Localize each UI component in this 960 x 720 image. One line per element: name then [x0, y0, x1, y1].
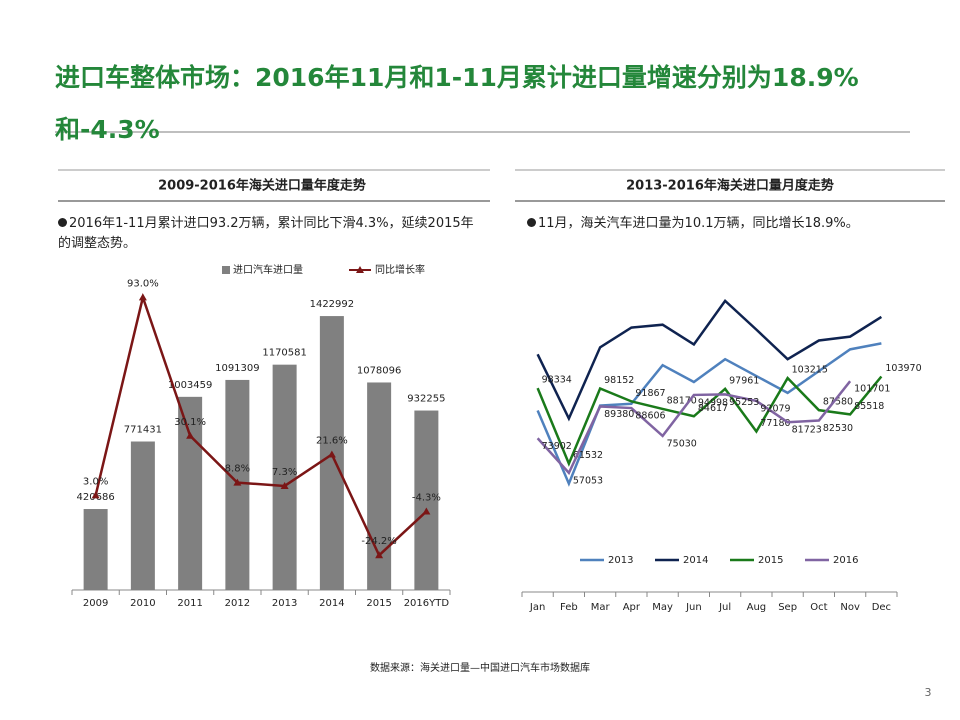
data-label: 30.1% — [174, 417, 206, 428]
data-label: 73902 — [542, 441, 572, 452]
data-label: 88170 — [667, 395, 697, 406]
data-label: 771431 — [124, 424, 162, 435]
bullet: 11月，海关汽车进口量为10.1万辆，同比增长18.9%。 — [527, 214, 937, 234]
data-label: 94998 — [698, 397, 728, 408]
x-tick-label: 2016YTD — [404, 598, 450, 609]
bar — [414, 410, 439, 590]
x-tick-label: Jul — [718, 602, 731, 613]
x-tick-label: 2012 — [225, 598, 250, 609]
data-label: 3.0% — [83, 476, 108, 487]
x-tick-label: 2014 — [319, 598, 344, 609]
line-marker — [280, 481, 289, 489]
data-label: 97961 — [729, 375, 759, 386]
data-label: 8.8% — [225, 464, 250, 475]
data-label: 1078096 — [357, 365, 402, 376]
data-label: 101701 — [854, 384, 890, 395]
x-tick-label: Dec — [872, 602, 891, 613]
data-label: 89380 — [604, 409, 634, 420]
legend-label: 进口汽车进口量 — [233, 263, 303, 276]
data-label: 88606 — [635, 411, 665, 422]
data-label: 103215 — [792, 365, 828, 376]
data-label: 91867 — [635, 388, 665, 399]
data-label: 77180 — [760, 418, 790, 429]
data-label: 7.3% — [272, 467, 297, 478]
x-tick-label: Jan — [529, 602, 545, 613]
x-tick-label: 2010 — [130, 598, 155, 609]
legend-label: 同比增长率 — [375, 263, 425, 276]
series-line — [536, 375, 883, 467]
data-label: 1003459 — [168, 380, 213, 391]
x-tick-label: May — [652, 602, 673, 613]
line-marker — [327, 450, 336, 458]
series-line — [536, 380, 852, 476]
panel-heading: 2009-2016年海关进口量年度走势 — [158, 178, 366, 194]
x-tick-label: Aug — [747, 602, 767, 613]
x-tick-label: Feb — [560, 602, 578, 613]
page-number: 3 — [925, 686, 932, 699]
data-label: 98334 — [542, 375, 572, 386]
data-label: 85518 — [854, 401, 884, 412]
legend-swatch — [356, 266, 364, 273]
data-label: 93.0% — [127, 278, 159, 289]
bar — [83, 509, 108, 590]
x-tick-label: Sep — [778, 602, 797, 613]
source: 数据来源：海关进口量—中国进口汽车市场数据库 — [370, 661, 590, 674]
data-label: 1422992 — [310, 299, 355, 310]
data-label: 103970 — [885, 363, 921, 374]
data-label: 21.6% — [316, 435, 348, 446]
x-tick-label: 2015 — [366, 598, 391, 609]
data-label: 95253 — [729, 397, 759, 408]
panel-heading: 2013-2016年海关进口量月度走势 — [626, 178, 834, 194]
data-label: 81723 — [792, 425, 822, 436]
data-label: 84617 — [698, 403, 728, 414]
data-label: 98152 — [604, 375, 634, 386]
data-label: -4.3% — [412, 492, 441, 503]
data-label: 57053 — [573, 475, 603, 486]
line-marker — [422, 507, 431, 515]
data-label: 87580 — [823, 397, 853, 408]
slide-title: 进口车整体市场：2016年11月和1-11月累计进口量增速分别为18.9%和-4… — [55, 63, 859, 144]
x-tick-label: Mar — [591, 602, 611, 613]
line-marker — [186, 431, 195, 439]
data-label: 1091309 — [215, 363, 260, 374]
x-tick-label: Oct — [810, 602, 827, 613]
bar — [130, 441, 155, 590]
legend-label: 2016 — [833, 555, 858, 566]
line-marker — [233, 478, 242, 486]
data-label: -24.2% — [361, 536, 396, 547]
legend-label: 2015 — [758, 555, 783, 566]
legend-label: 2013 — [608, 555, 633, 566]
data-label: 61532 — [573, 450, 603, 461]
x-tick-label: Jun — [685, 602, 702, 613]
x-tick-label: 2013 — [272, 598, 297, 609]
x-tick-label: 2011 — [177, 598, 202, 609]
legend-swatch — [222, 266, 230, 274]
bar — [272, 364, 297, 590]
line-marker — [91, 491, 100, 499]
x-tick-label: Nov — [840, 602, 860, 613]
data-label: 75030 — [667, 438, 697, 449]
legend-label: 2014 — [683, 555, 708, 566]
line-marker — [138, 293, 147, 301]
bullet-text: 11月，海关汽车进口量为10.1万辆，同比增长18.9%。 — [538, 216, 859, 231]
bar — [178, 396, 203, 590]
line-marker — [375, 551, 384, 559]
bar — [367, 382, 392, 590]
bullet-text: 2016年1-11月累计进口93.2万辆，累计同比下滑4.3%，延续2015年的… — [58, 216, 474, 251]
data-label: 1170581 — [262, 348, 307, 359]
series-line — [94, 292, 428, 558]
series-line — [536, 299, 883, 422]
x-tick-label: 2009 — [83, 598, 108, 609]
x-tick-label: Apr — [623, 602, 641, 613]
data-label: 82530 — [823, 423, 853, 434]
bullet: 2016年1-11月累计进口93.2万辆，累计同比下滑4.3%，延续2015年的… — [58, 214, 478, 254]
data-label: 92079 — [760, 403, 790, 414]
data-label: 932255 — [407, 394, 445, 405]
